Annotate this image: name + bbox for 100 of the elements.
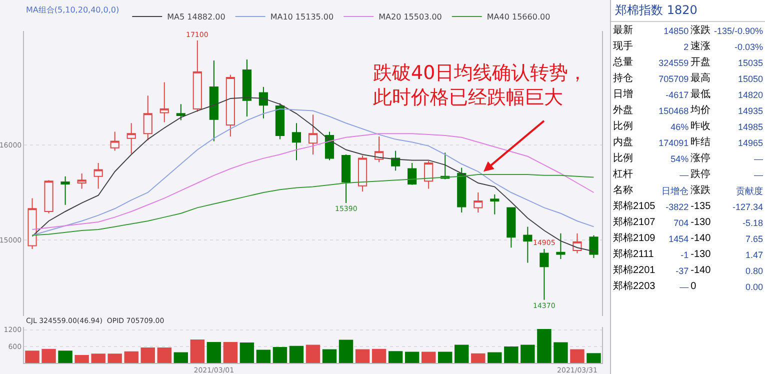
bar (471, 353, 486, 363)
text: 涨跌 (690, 25, 712, 37)
candlestick (209, 60, 218, 142)
candlestick (292, 122, 302, 161)
text: 杠杆 (613, 169, 634, 181)
legend-label: MA40 15660.00 (486, 12, 550, 22)
bar (140, 348, 155, 363)
bar (240, 342, 254, 363)
text: — (678, 169, 689, 181)
text: 郑棉2109 (613, 233, 656, 245)
text: 内盘 (613, 137, 634, 149)
candlestick (226, 74, 235, 137)
bar (223, 342, 238, 363)
text: 跌停 (690, 169, 712, 181)
text: 郑棉指数 1820 (611, 0, 765, 22)
text: 最高 (690, 73, 712, 85)
text: 0 (690, 281, 698, 293)
text: -1 (680, 249, 689, 261)
bar (108, 354, 122, 363)
text: -130 (690, 249, 712, 261)
text: 总量 (613, 57, 634, 69)
candlestick (589, 234, 598, 259)
candlestick (506, 207, 516, 248)
text: 14850 (662, 25, 689, 37)
text: — (678, 281, 689, 293)
candlestick (424, 160, 434, 190)
candlestick (556, 232, 566, 260)
text: 昨收 (690, 121, 712, 133)
candlestick (540, 248, 549, 300)
bar (355, 349, 370, 363)
text: 14985 (736, 121, 763, 133)
bar (190, 340, 205, 363)
text: 比例 (613, 121, 634, 133)
bar (272, 346, 288, 363)
text: 0.80 (744, 265, 763, 277)
text: 704 (672, 217, 689, 229)
text: 昨结 (690, 137, 712, 149)
bar (570, 349, 584, 363)
bar (488, 352, 502, 363)
text: -140 (690, 265, 712, 277)
text: 705709 (658, 73, 689, 85)
text: 14820 (736, 89, 763, 101)
line-series (32, 174, 594, 236)
bar (206, 342, 222, 363)
bar (91, 354, 106, 363)
text: 15035 (736, 57, 763, 69)
text: 2 (682, 41, 689, 53)
bar (42, 348, 56, 363)
candlestick (308, 114, 318, 155)
text: 贡献度 (735, 185, 763, 197)
bar (404, 352, 420, 363)
text: 持仓 (613, 73, 634, 85)
text: 速涨 (690, 41, 712, 53)
text: 开盘 (690, 57, 712, 69)
text: 郑棉2107 (613, 217, 656, 229)
text: 54% (670, 153, 689, 165)
bar (157, 348, 172, 363)
text: 46% (670, 121, 689, 133)
text: 日增仓 (660, 185, 689, 197)
bar (554, 342, 568, 363)
bar (289, 346, 304, 363)
text: 名称 (613, 185, 634, 197)
bar (388, 351, 403, 363)
line-series (32, 133, 594, 230)
text: 最低 (690, 89, 712, 101)
candlestick (94, 162, 103, 190)
candlestick (60, 176, 70, 206)
text: 324559 (658, 57, 689, 69)
text: 均价 (690, 105, 712, 117)
candlestick (457, 167, 466, 213)
text: 14965 (736, 137, 763, 149)
text: 现手 (613, 41, 634, 53)
bar (256, 350, 271, 363)
text: 郑棉2111 (613, 249, 655, 261)
text: -0.03% (733, 41, 763, 53)
bar (537, 328, 552, 363)
bar (322, 349, 337, 363)
candlestick (275, 102, 285, 140)
candlestick (324, 131, 334, 161)
text: 150468 (658, 105, 689, 117)
text: 外盘 (613, 105, 634, 117)
text: 郑棉2203 (613, 281, 656, 293)
text: — (753, 169, 763, 181)
bar (504, 346, 518, 363)
bar (438, 352, 452, 363)
bar (58, 350, 72, 363)
text: 比例 (613, 153, 634, 165)
candlestick (523, 226, 532, 264)
candlestick (572, 232, 582, 254)
bar (306, 344, 320, 363)
bar (338, 340, 354, 363)
text: 最新 (613, 25, 634, 37)
text: 1454 (668, 233, 689, 245)
bar (454, 344, 469, 363)
text: 1.47 (744, 249, 763, 261)
text: 涨停 (690, 153, 712, 165)
text: 日增 (613, 89, 634, 101)
bar (74, 355, 89, 363)
text: 涨跌 (690, 185, 712, 197)
candlestick (143, 95, 152, 141)
